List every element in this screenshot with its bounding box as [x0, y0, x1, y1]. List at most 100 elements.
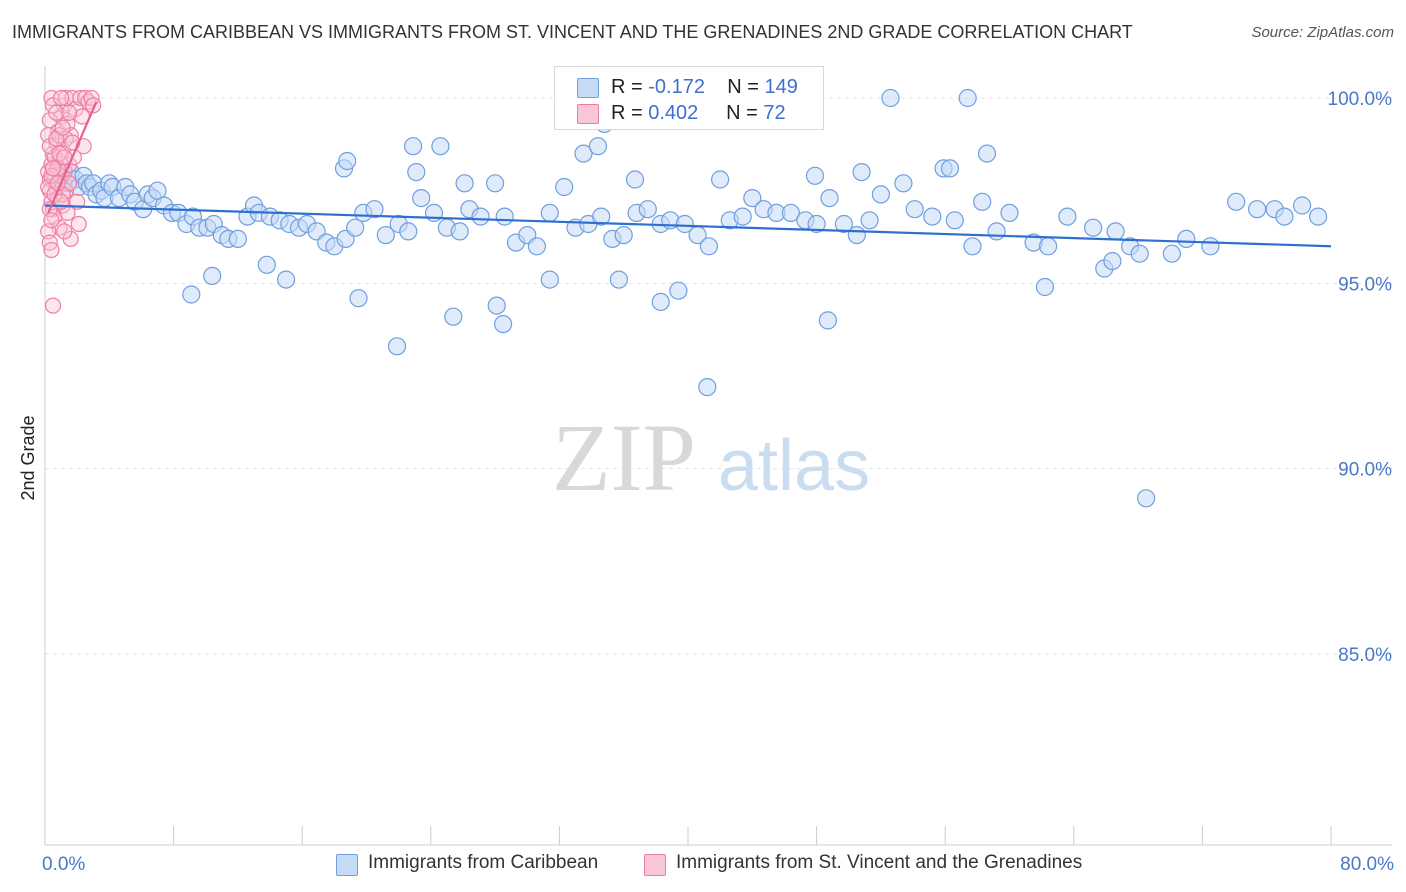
caribbean-point: [1038, 237, 1058, 256]
st-vincent-point: [54, 119, 71, 136]
caribbean-point: [277, 270, 296, 289]
caribbean-point: [1130, 244, 1149, 263]
caribbean-point: [494, 315, 513, 334]
caribbean-point: [1292, 196, 1312, 215]
caribbean-point: [977, 144, 997, 163]
legend-r-label: R =: [611, 76, 649, 98]
caribbean-point: [638, 200, 657, 219]
st-vincent-trend-line: [47, 101, 98, 214]
bottom-legend-swatch-pink: [644, 854, 666, 876]
caribbean-point: [973, 192, 992, 211]
axes: [44, 66, 1392, 846]
caribbean-point: [346, 218, 365, 237]
caribbean-point: [1162, 244, 1182, 263]
caribbean-point: [675, 214, 694, 234]
caribbean-point: [1083, 218, 1103, 237]
caribbean-point: [847, 226, 866, 245]
caribbean-point: [609, 270, 629, 289]
caribbean-point: [1103, 252, 1122, 271]
caribbean-point: [1035, 277, 1055, 297]
caribbean-point: [1136, 489, 1156, 508]
caribbean-point: [257, 255, 276, 274]
caribbean-point: [733, 207, 752, 226]
caribbean-point: [555, 177, 574, 197]
caribbean-point: [431, 137, 450, 156]
legend-text-pink: R = 0.402 N = 72: [611, 102, 786, 125]
caribbean-point: [699, 237, 719, 256]
st-vincent-point: [44, 297, 62, 314]
chart-title: IMMIGRANTS FROM CARIBBEAN VS IMMIGRANTS …: [12, 22, 1133, 42]
st-vincent-point: [72, 89, 89, 107]
caribbean-point: [834, 214, 854, 234]
caribbean-point: [495, 207, 514, 226]
legend-n-value: 72: [763, 102, 786, 124]
caribbean-point: [625, 170, 645, 189]
caribbean-point: [487, 296, 506, 315]
caribbean-point: [698, 378, 717, 397]
legend-n-label: N =: [726, 102, 764, 124]
caribbean-point: [669, 281, 688, 300]
caribbean-point: [203, 266, 222, 285]
legend-n-label: N =: [727, 76, 765, 98]
caribbean-point: [228, 229, 247, 248]
caribbean-point: [450, 222, 469, 241]
caribbean-point: [1106, 222, 1125, 241]
legend-n-value: 149: [764, 76, 798, 98]
bottom-legend-label-blue: Immigrants from Caribbean: [368, 852, 599, 873]
caribbean-point: [486, 174, 505, 193]
caribbean-point: [338, 151, 357, 171]
caribbean-point: [860, 211, 879, 230]
caribbean-point: [349, 289, 368, 308]
caribbean-point: [412, 189, 431, 208]
caribbean-point: [376, 226, 395, 245]
caribbean-point: [1275, 207, 1294, 226]
caribbean-point: [540, 270, 559, 289]
caribbean-point: [820, 189, 839, 208]
trend-lines: [44, 101, 1332, 248]
caribbean-point: [399, 222, 418, 241]
caribbean-point: [987, 222, 1006, 241]
caribbean-trend-line: [44, 204, 1332, 248]
x-tick-labels: 0.0% 80.0%: [42, 854, 1394, 875]
caribbean-point: [574, 144, 593, 163]
caribbean-point: [1227, 192, 1246, 211]
caribbean-point: [807, 214, 826, 234]
st-vincent-point: [52, 89, 70, 107]
chart-source: Source: ZipAtlas.com: [1251, 24, 1394, 41]
st-vincent-point: [43, 212, 60, 229]
caribbean-point: [818, 311, 838, 330]
caribbean-point: [592, 207, 611, 226]
caribbean-point: [805, 166, 825, 185]
legend-swatch-blue: [577, 78, 599, 98]
caribbean-point: [1201, 237, 1220, 256]
caribbean-point: [444, 307, 463, 326]
caribbean-point: [387, 337, 407, 356]
caribbean-point: [588, 137, 608, 156]
legend-r-label: R =: [611, 102, 649, 124]
caribbean-point: [894, 174, 913, 193]
st-vincent-point: [44, 160, 62, 177]
caribbean-point: [527, 237, 547, 256]
y-tick-label: 100.0%: [1328, 89, 1393, 110]
caribbean-point: [710, 170, 730, 189]
y-tick-label: 95.0%: [1338, 274, 1392, 295]
st-vincent-point: [60, 104, 78, 121]
caribbean-point: [871, 185, 891, 204]
caribbean-point: [182, 285, 201, 304]
y-axis-label: 2nd Grade: [18, 415, 38, 500]
caribbean-point: [1247, 200, 1267, 219]
caribbean-point: [1058, 207, 1077, 226]
caribbean-point: [1000, 203, 1019, 222]
caribbean-point: [852, 163, 871, 182]
y-tick-labels: 100.0% 95.0% 90.0% 85.0%: [1328, 89, 1393, 666]
caribbean-point: [404, 137, 423, 156]
caribbean-point: [651, 292, 670, 311]
watermark-zip: ZIP: [552, 404, 696, 511]
caribbean-point: [905, 200, 924, 219]
watermark: ZIP atlas: [552, 404, 870, 511]
caribbean-point: [407, 163, 426, 182]
caribbean-point: [365, 200, 384, 219]
caribbean-point: [945, 211, 964, 230]
st-vincent-point: [56, 223, 73, 240]
